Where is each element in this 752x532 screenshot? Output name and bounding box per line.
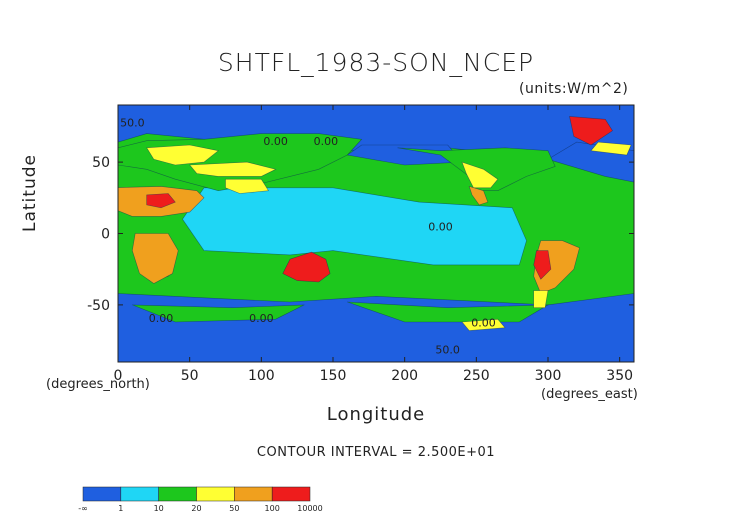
- region-north-atlantic-yellow: [590, 141, 632, 156]
- y-tick-label--50: -50: [87, 298, 110, 314]
- colorbar-label-6: 10000: [297, 504, 322, 513]
- colorbar-label-3: 20: [191, 504, 201, 513]
- map-regions: [118, 105, 634, 362]
- colorbar-label-1: 1: [118, 504, 123, 513]
- y-tick-label-0: 0: [101, 227, 110, 243]
- contour-label-7: 50.0: [435, 343, 460, 356]
- x-tick-label-250: 250: [463, 368, 490, 384]
- region-tropical-pacific: [182, 187, 527, 266]
- region-sahara-east-red: [146, 193, 176, 209]
- colorbar-bin-1: [120, 486, 159, 502]
- contour-label-6: 0.00: [471, 316, 496, 329]
- region-greenland-red: [569, 116, 613, 146]
- region-antarctic-yellow: [461, 318, 506, 331]
- contour-label-0: 50.0: [120, 116, 145, 129]
- y-tick-label-50: 50: [92, 155, 110, 171]
- colorbar-label-0: -∞: [78, 504, 88, 513]
- contour-label-2: 0.00: [314, 135, 339, 148]
- colorbar-bin-5: [271, 486, 311, 502]
- colorbar-label-2: 10: [154, 504, 164, 513]
- colorbar-bin-4: [234, 486, 273, 502]
- contour-interval: CONTOUR INTERVAL = 2.500E+01: [256, 445, 496, 460]
- region-mexico-orange: [468, 185, 489, 206]
- y-unit-label: (degrees_north): [46, 377, 150, 392]
- x-tick-label-200: 200: [391, 368, 418, 384]
- colorbar-bin-2: [158, 486, 197, 502]
- x-unit-label: (degrees_east): [541, 387, 638, 402]
- x-tick-label-0: 0: [114, 368, 123, 384]
- region-patagonia-yellow: [533, 290, 549, 309]
- x-tick-label-300: 300: [535, 368, 562, 384]
- chart-title: SHTFL_1983-SON_NCEP: [217, 48, 535, 77]
- colorbar-bin-0: [82, 486, 122, 502]
- region-south-pacific-band: [347, 301, 550, 323]
- contour-label-3: 0.00: [428, 221, 453, 234]
- region-south-indian-band: [132, 304, 305, 323]
- region-southern-africa-orange: [131, 233, 179, 284]
- region-europe-yellow: [146, 144, 219, 166]
- region-australia-red: [282, 251, 331, 283]
- units-label: (units:W/m^2): [519, 81, 629, 97]
- contour-label-4: 0.00: [149, 312, 174, 325]
- colorbar-label-4: 50: [229, 504, 239, 513]
- contour-label-5: 0.00: [249, 312, 274, 325]
- x-axis-label: Longitude: [326, 404, 426, 425]
- region-central-asia-yellow: [189, 161, 277, 177]
- colorbar-bin-3: [196, 486, 235, 502]
- colorbar-label-5: 100: [265, 504, 280, 513]
- x-tick-label-50: 50: [181, 368, 199, 384]
- region-north-america-yellow: [461, 161, 499, 189]
- region-south-america-red: [533, 250, 552, 280]
- x-tick-label-100: 100: [248, 368, 275, 384]
- region-tibet-yellow: [225, 178, 270, 194]
- x-tick-label-150: 150: [320, 368, 347, 384]
- x-tick-label-350: 350: [606, 368, 633, 384]
- contour-label-1: 0.00: [263, 135, 288, 148]
